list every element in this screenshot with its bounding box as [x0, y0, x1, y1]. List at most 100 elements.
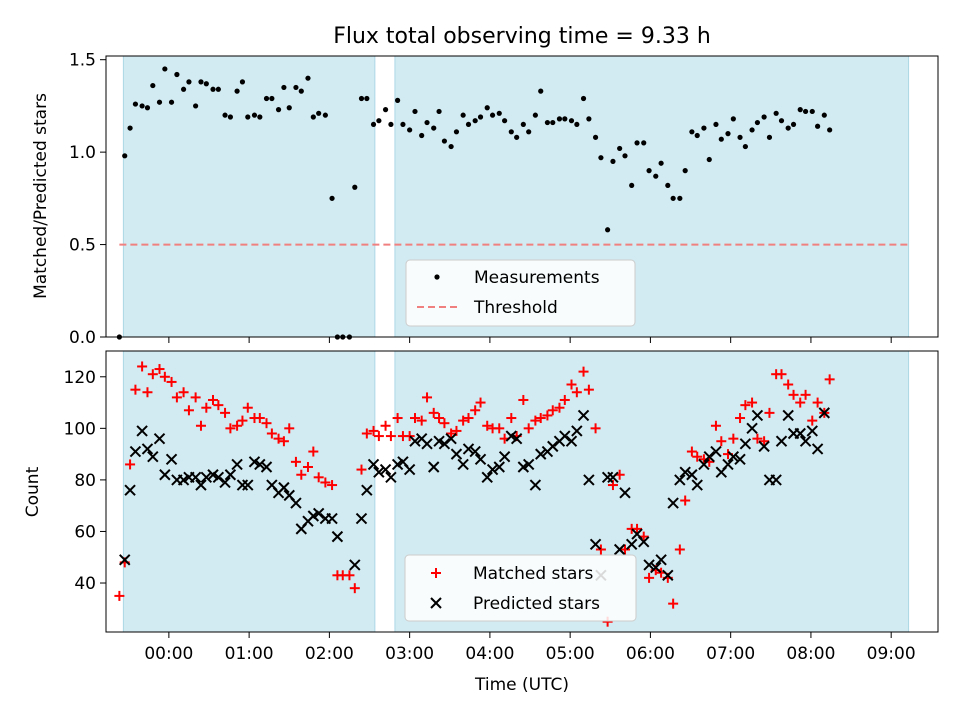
predicted-star-point: [619, 487, 631, 499]
measurement-point: [749, 127, 755, 133]
matched-star-point: [344, 570, 355, 581]
matched-star-point: [434, 413, 445, 424]
measurement-point: [329, 195, 335, 201]
measurement-point: [245, 114, 251, 120]
measurement-point: [742, 143, 748, 150]
predicted-star-point: [231, 458, 243, 471]
predicted-star-point: [200, 471, 213, 484]
predicted-star-point: [326, 512, 338, 525]
measurement-point: [370, 121, 377, 128]
matched-star-point: [261, 418, 272, 429]
predicted-star-point: [662, 569, 674, 581]
predicted-star-point: [679, 466, 691, 478]
y-tick-label: 1.5: [69, 51, 96, 71]
matched-star-point: [800, 389, 811, 400]
measurement-point: [677, 195, 683, 201]
measurement-point: [127, 125, 133, 131]
y-tick-label: 100: [64, 419, 96, 439]
predicted-star-point: [571, 425, 583, 437]
predicted-star-point: [147, 450, 159, 463]
matched-star-point: [776, 369, 787, 380]
matched-star-point: [619, 544, 630, 555]
matched-star-point: [783, 379, 794, 390]
predicted-star-point: [583, 474, 595, 486]
measurement-point: [790, 121, 797, 128]
matched-star-point: [759, 436, 770, 447]
measurement-point: [634, 140, 640, 146]
measurement-point: [210, 86, 216, 92]
count-points: [114, 361, 835, 627]
matched-star-point: [171, 392, 182, 403]
matched-star-point: [327, 480, 338, 491]
predicted-star-point: [698, 458, 710, 471]
predicted-star-point: [734, 453, 746, 465]
predicted-star-point: [367, 458, 380, 471]
measurement-point: [168, 99, 175, 105]
measurement-point: [144, 105, 151, 111]
matched-star-point: [278, 436, 289, 447]
matched-star-point: [571, 387, 582, 398]
matched-star-point: [644, 572, 655, 583]
count-panel-frame: [105, 350, 939, 633]
matched-star-point: [595, 544, 606, 555]
matched-star-point: [458, 415, 469, 426]
matched-star-point: [154, 364, 165, 375]
matched-star-point: [482, 420, 493, 431]
y-tick-label: 80: [74, 471, 96, 491]
measurement-point: [322, 112, 328, 118]
measurement-point: [670, 195, 676, 201]
matched-star-point: [147, 369, 158, 380]
matched-star-point: [686, 446, 697, 457]
observing-window-1: [122, 55, 376, 338]
predicted-star-point: [409, 435, 421, 447]
ratio-legend-box: [405, 259, 636, 327]
measurement-point: [441, 138, 448, 144]
measurement-point: [520, 121, 526, 128]
matched-star-point: [190, 392, 201, 403]
predicted-star-point: [686, 469, 698, 481]
y-tick-label: 120: [64, 368, 96, 388]
measurement-point: [448, 143, 454, 150]
matched-star-point: [470, 405, 481, 416]
predicted-star-point: [522, 458, 535, 471]
matched-star-point: [740, 400, 751, 411]
matched-star-point: [812, 397, 823, 408]
predicted-star-point: [153, 432, 166, 445]
measurement-point: [802, 108, 809, 115]
ratio-y-axis-ticks: 0.0 0.5 1.0 1.5: [69, 51, 106, 348]
predicted-star-point: [806, 425, 818, 437]
measurement-point: [514, 134, 520, 140]
measurement-point: [773, 110, 779, 116]
matched-star-point: [302, 462, 313, 473]
predicted-star-point: [691, 479, 703, 491]
legend-matched-label: Matched stars: [473, 564, 593, 584]
predicted-star-point: [577, 409, 590, 422]
measurement-point: [251, 112, 258, 118]
predicted-star-point: [428, 461, 440, 473]
matched-star-point: [114, 590, 125, 601]
matched-star-point: [296, 469, 307, 480]
measurement-point: [526, 129, 532, 135]
measurement-point: [215, 86, 221, 92]
measurement-point: [653, 173, 659, 179]
measurement-point: [424, 119, 430, 126]
matched-star-point: [232, 420, 243, 431]
x-tick-label: 04:00: [465, 644, 514, 664]
measurement-point: [407, 127, 413, 133]
predicted-star-point: [469, 445, 481, 458]
matched-star-point: [284, 423, 295, 434]
measurement-point: [257, 114, 263, 120]
predicted-star-point: [589, 538, 602, 551]
measurement-point: [203, 81, 209, 87]
measurement-point: [132, 101, 139, 107]
matched-star-point: [752, 433, 763, 444]
matched-star-point: [213, 400, 224, 411]
predicted-star-point: [349, 559, 361, 571]
measurement-point: [193, 103, 199, 109]
measurement-point: [139, 103, 145, 109]
count-x-axis-ticks: 00:00 01:00 02:00 03:00 04:00 05:00 06:00 07:00…: [144, 632, 916, 664]
matched-star-point: [475, 397, 486, 408]
matched-star-point: [380, 420, 391, 431]
legend-measurements-label: Measurements: [474, 268, 600, 288]
predicted-star-point: [129, 445, 142, 458]
